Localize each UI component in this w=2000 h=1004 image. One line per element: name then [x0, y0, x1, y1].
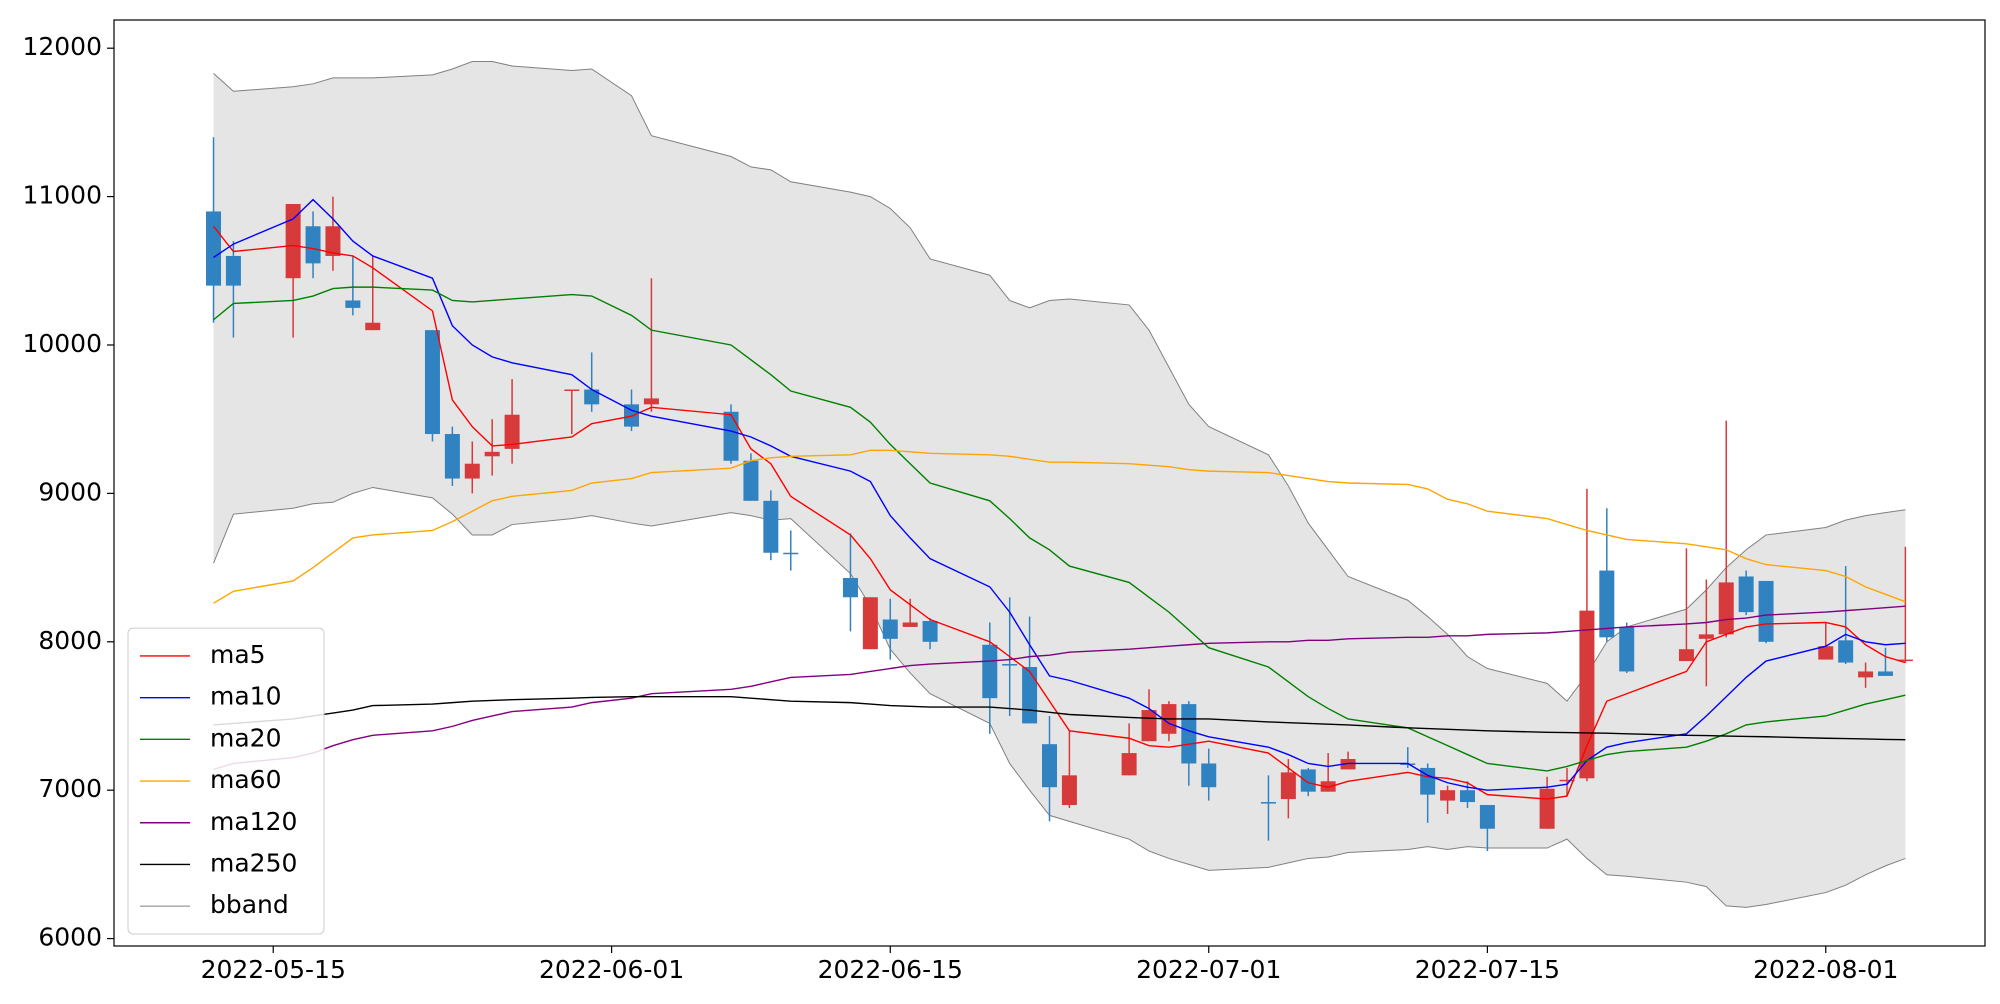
candle-body: [444, 434, 460, 479]
candle-body: [1877, 671, 1893, 676]
candle-body: [1838, 640, 1854, 663]
candle-body: [1897, 659, 1913, 662]
candle-body: [345, 300, 361, 308]
legend-label: ma250: [210, 848, 297, 877]
candle-body: [1280, 772, 1296, 800]
candle-body: [842, 577, 858, 598]
candle-body: [1201, 763, 1217, 788]
band-area: [213, 61, 1906, 908]
candle-body: [1022, 667, 1038, 724]
candle-body: [763, 500, 779, 553]
candle-body: [584, 389, 600, 405]
legend-label: ma5: [210, 640, 266, 669]
candle-body: [1678, 649, 1694, 662]
candle-body: [484, 451, 500, 457]
plot-content: [206, 61, 1913, 908]
candle-body: [1698, 634, 1714, 639]
candle-body: [206, 211, 222, 286]
candle-body: [882, 619, 898, 639]
legend-label: ma120: [210, 807, 297, 836]
candle-body: [1559, 779, 1575, 782]
ma-line: [213, 198, 1906, 791]
candle-body: [225, 255, 241, 286]
ma-line: [213, 605, 1906, 771]
candle-body: [643, 398, 659, 405]
y-tick-label: 8000: [38, 626, 102, 655]
x-tick-label: 2022-05-15: [201, 955, 346, 984]
candle-body: [1181, 704, 1197, 764]
candle-body: [862, 597, 878, 650]
y-tick-label: 10000: [22, 329, 102, 358]
candle-body: [424, 330, 440, 435]
x-tick-label: 2022-06-01: [539, 955, 684, 984]
candle-body: [285, 204, 301, 279]
candle-body: [1738, 576, 1754, 613]
x-tick-label: 2022-07-15: [1415, 955, 1560, 984]
band-upper: [213, 61, 1906, 702]
candle-body: [1718, 582, 1734, 635]
plot-area: [206, 61, 1913, 908]
candle-body: [902, 622, 918, 627]
candle-body: [1260, 802, 1276, 804]
candle-body: [1121, 753, 1137, 776]
band-lower: [213, 486, 1906, 908]
candle-body: [982, 644, 998, 699]
candle-body: [743, 460, 759, 501]
candle-body: [1042, 744, 1057, 788]
x-tick-label: 2022-06-15: [818, 955, 963, 984]
y-tick-label: 11000: [22, 181, 102, 210]
candle-body: [1002, 664, 1018, 666]
plot-frame: [113, 19, 1986, 947]
candle-body: [325, 226, 341, 256]
legend-label: bband: [210, 890, 289, 919]
candle-body: [1818, 646, 1834, 660]
ma-line: [213, 695, 1906, 741]
candle-body: [783, 552, 799, 555]
candle-body: [365, 322, 381, 331]
candle-body: [464, 463, 480, 479]
x-tick-label: 2022-07-01: [1136, 955, 1281, 984]
legend-label: ma10: [210, 682, 281, 711]
candle-body: [504, 414, 520, 449]
candle-body: [1420, 767, 1436, 795]
candle-body: [305, 226, 321, 264]
candle-body: [1858, 671, 1874, 678]
y-tick-label: 12000: [22, 32, 102, 61]
candle-body: [1599, 570, 1615, 638]
y-tick-label: 7000: [38, 774, 102, 803]
legend-label: ma60: [210, 765, 281, 794]
candle-body: [1619, 626, 1635, 672]
ma-line: [213, 286, 1906, 772]
candle-body: [564, 389, 580, 392]
y-tick-label: 9000: [38, 477, 102, 506]
ma-line: [212, 225, 1906, 800]
candle-body: [1539, 788, 1555, 829]
candle-body: [1320, 781, 1336, 792]
candle-body: [1459, 790, 1475, 803]
legend-box: [127, 627, 325, 935]
legend-label: ma20: [210, 723, 281, 752]
candle-body: [1758, 580, 1774, 642]
candle-body: [1440, 790, 1456, 801]
candle-body: [1061, 775, 1077, 806]
candle-body: [1141, 710, 1157, 742]
candle-body: [1340, 759, 1356, 770]
x-tick-label: 2022-08-01: [1753, 955, 1898, 984]
candle-body: [1300, 769, 1316, 792]
candle-body: [723, 411, 739, 461]
candle-body: [922, 621, 938, 642]
ma-line: [213, 449, 1906, 604]
candle-body: [1579, 610, 1595, 779]
y-tick-label: 6000: [38, 923, 102, 952]
candle-body: [1479, 805, 1495, 829]
